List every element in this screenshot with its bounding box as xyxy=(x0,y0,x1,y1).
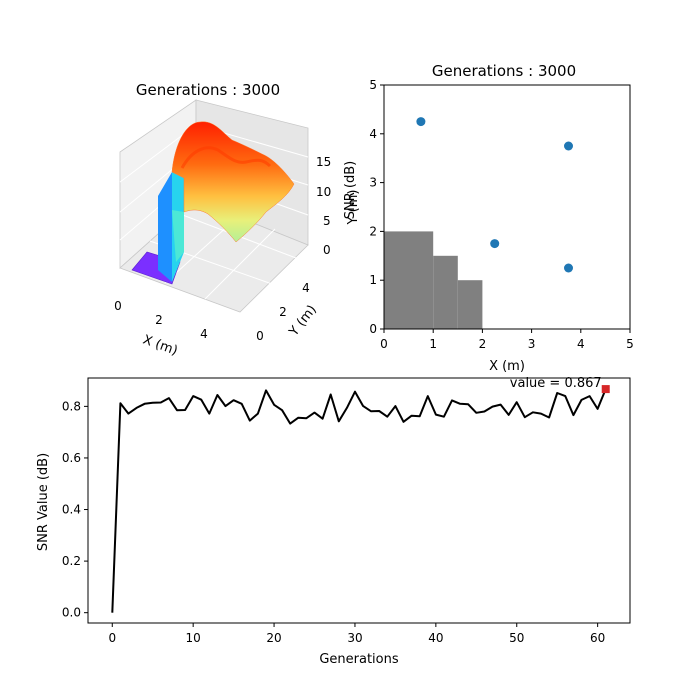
line-y-ticklabel: 0.6 xyxy=(62,451,81,465)
obstacle-region xyxy=(384,231,483,329)
line-x-ticklabel: 0 xyxy=(108,631,116,645)
line-axes-frame xyxy=(87,377,631,624)
scatter-y-ticklabel: 0 xyxy=(369,322,377,336)
value-annotation: value = 0.867 xyxy=(510,376,602,391)
scatter-y-axis: 0 1 2 3 4 5 xyxy=(369,78,384,336)
scatter-x-ticklabel: 5 xyxy=(626,337,634,351)
scatter-point xyxy=(416,117,426,127)
surface-ridge xyxy=(180,146,272,169)
line-x-ticklabel: 30 xyxy=(347,631,362,645)
line-y-ticklabel: 0.4 xyxy=(62,503,81,517)
surface-mesh xyxy=(171,121,295,243)
line-y-axis: 0.0 0.2 0.4 0.6 0.8 xyxy=(62,399,88,620)
scatter-x-axis: 0 1 2 3 4 5 xyxy=(380,329,634,351)
scatter-axes-frame xyxy=(383,84,631,330)
scatter-x-ticklabel: 0 xyxy=(380,337,388,351)
surface-x-tick: 0 xyxy=(114,299,122,313)
scatter-x-ticklabel: 1 xyxy=(429,337,437,351)
line-y-ticklabel: 0.2 xyxy=(62,554,81,568)
surface-z-tick: 0 xyxy=(323,243,331,257)
line-x-ticklabel: 20 xyxy=(266,631,281,645)
obstacle-block xyxy=(433,255,458,329)
scatter-y-ticklabel: 4 xyxy=(369,127,377,141)
line-x-ticklabel: 50 xyxy=(509,631,524,645)
scatter-x-ticklabel: 3 xyxy=(528,337,536,351)
surface-x-label: X (m) xyxy=(141,333,180,359)
scatter-point xyxy=(490,239,500,249)
surface-y-tick: 2 xyxy=(279,305,287,319)
line-x-ticklabel: 10 xyxy=(186,631,201,645)
scatter-point xyxy=(564,141,573,151)
surface-y-tick: 0 xyxy=(256,329,264,343)
line-plot: 0 10 20 30 40 50 60 0.0 0.2 0.4 0.6 0.8 value = 0.… xyxy=(36,376,631,667)
surface-z-label: SNR (dB) xyxy=(343,161,358,219)
scatter-y-ticklabel: 2 xyxy=(369,224,377,238)
scatter-x-ticklabel: 2 xyxy=(479,337,487,351)
surface-y-label: Y (m) xyxy=(286,302,320,340)
line-x-ticklabel: 60 xyxy=(590,631,605,645)
line-y-ticklabel: 0.0 xyxy=(62,606,81,620)
line-y-label: SNR Value (dB) xyxy=(36,453,51,551)
obstacle-block xyxy=(457,280,483,329)
scatter-plot: 0 1 2 3 4 5 0 1 2 3 4 5 Generations : 3000 X (m) Y… xyxy=(346,62,634,374)
surface-z-tick: 15 xyxy=(316,155,331,169)
last-value-marker xyxy=(601,385,610,394)
scatter-title: Generations : 3000 xyxy=(432,62,576,80)
scatter-y-ticklabel: 3 xyxy=(369,176,377,190)
line-x-ticklabel: 40 xyxy=(428,631,443,645)
scatter-point xyxy=(564,263,573,273)
scatter-x-label: X (m) xyxy=(489,359,525,374)
surface-z-tick: 10 xyxy=(316,185,331,199)
scatter-points xyxy=(416,117,573,273)
line-y-ticklabel: 0.8 xyxy=(62,399,81,413)
surface-title: Generations : 3000 xyxy=(136,81,280,99)
surface-x-tick: 4 xyxy=(200,327,208,341)
surface-x-tick: 2 xyxy=(155,313,163,327)
line-x-label: Generations xyxy=(319,652,399,667)
surface-obstacle-wall xyxy=(158,172,172,282)
surface-plot: 0 2 4 0 2 4 0 5 10 15 Generations : 3000… xyxy=(114,81,358,359)
surface-z-tick: 5 xyxy=(323,214,331,228)
scatter-x-ticklabel: 4 xyxy=(577,337,585,351)
surface-obstacle-mid xyxy=(172,210,184,262)
scatter-y-ticklabel: 1 xyxy=(369,273,377,287)
snr-series-line xyxy=(111,388,607,613)
line-x-axis: 0 10 20 30 40 50 60 xyxy=(108,623,605,645)
surface-y-tick: 4 xyxy=(302,281,310,295)
obstacle-block xyxy=(384,231,434,329)
scatter-y-label: Y (m) xyxy=(346,190,361,226)
scatter-y-ticklabel: 5 xyxy=(369,78,377,92)
